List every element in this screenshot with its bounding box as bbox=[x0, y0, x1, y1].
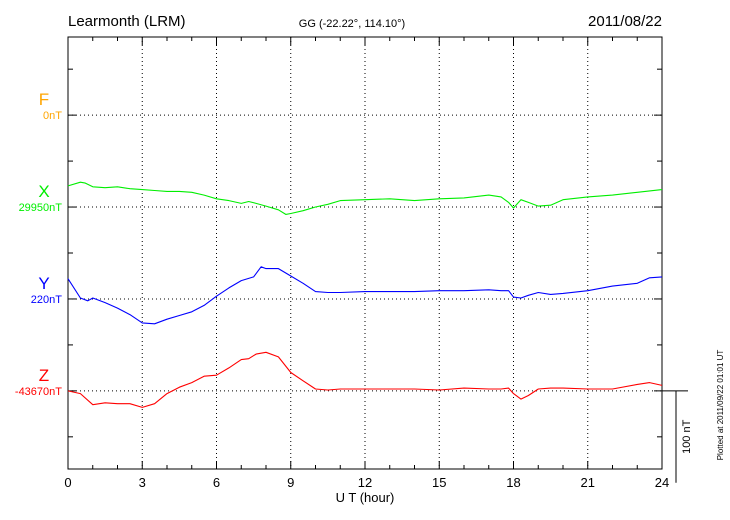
x-tick-label: 0 bbox=[64, 475, 71, 490]
component-x-name: X bbox=[38, 182, 49, 201]
x-axis-label: U T (hour) bbox=[336, 490, 395, 505]
plot-date: 2011/08/22 bbox=[588, 13, 662, 30]
geographic-coordinates: GG (-22.22°, 114.10°) bbox=[299, 18, 405, 30]
component-f-baseline: 0nT bbox=[43, 110, 62, 122]
x-tick-label: 9 bbox=[287, 475, 294, 490]
series-line-y bbox=[67, 266, 663, 325]
x-tick-label: 18 bbox=[506, 475, 520, 490]
x-tick-label: 12 bbox=[358, 475, 372, 490]
x-tick-label: 6 bbox=[213, 475, 220, 490]
x-tick-label: 21 bbox=[581, 475, 595, 490]
x-tick-labels: 0 3 6 9 12 15 18 21 24 bbox=[64, 475, 669, 490]
x-tick-label: 15 bbox=[432, 475, 446, 490]
series-line-z bbox=[67, 351, 663, 408]
station-title: Learmonth (LRM) bbox=[68, 13, 186, 30]
x-tick-label: 24 bbox=[655, 475, 669, 490]
scale-bar: 100 nT bbox=[662, 390, 693, 483]
component-z-name: Z bbox=[39, 366, 49, 385]
scale-bar-label: 100 nT bbox=[681, 419, 693, 454]
component-x-baseline: 29950nT bbox=[19, 202, 63, 214]
plotted-timestamp: Plotted at 2011/09/22 01:01 UT bbox=[716, 350, 725, 461]
component-f-name: F bbox=[39, 90, 49, 109]
series-line-x bbox=[67, 181, 663, 215]
component-y-baseline: 220nT bbox=[31, 294, 62, 306]
axis-ticks bbox=[67, 37, 663, 469]
grid-lines bbox=[68, 37, 662, 469]
x-tick-label: 3 bbox=[139, 475, 146, 490]
series-lines bbox=[67, 181, 663, 408]
component-y-name: Y bbox=[38, 274, 49, 293]
component-z-baseline: -43670nT bbox=[15, 386, 62, 398]
